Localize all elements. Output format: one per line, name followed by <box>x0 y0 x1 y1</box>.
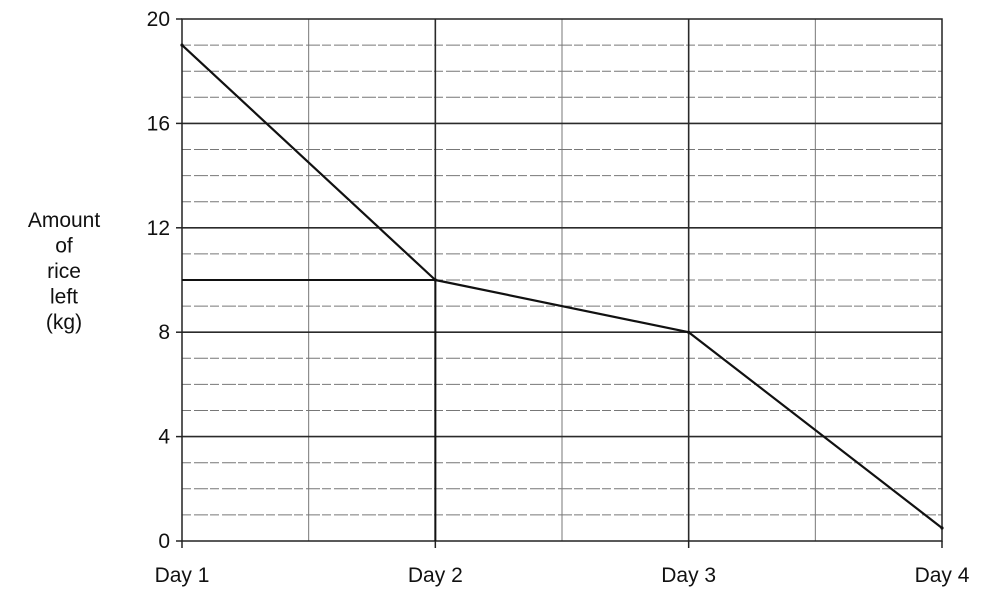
x-axis-ticks: Day 1 Day 2 Day 3 Day 4 <box>155 541 970 587</box>
data-point <box>434 278 437 281</box>
y-axis-label-line: left <box>50 286 78 309</box>
y-tick-label: 0 <box>158 530 170 553</box>
y-tick-label: 8 <box>158 321 170 344</box>
y-tick-label: 4 <box>158 426 170 449</box>
x-tick-label: Day 3 <box>661 564 716 587</box>
data-point <box>687 331 690 334</box>
y-axis-label-line: Amount <box>28 209 101 232</box>
y-axis-label-line: (kg) <box>46 311 82 334</box>
y-tick-label: 16 <box>147 112 170 135</box>
x-tick-label: Day 1 <box>155 564 210 587</box>
y-tick-label: 12 <box>147 217 170 240</box>
x-tick-label: Day 4 <box>915 564 970 587</box>
data-point <box>940 526 943 529</box>
y-axis-ticks: 0 4 8 12 16 20 <box>147 8 182 553</box>
y-axis-label-line: of <box>55 235 73 258</box>
data-point <box>180 44 183 47</box>
y-axis-label-line: rice <box>47 260 81 283</box>
y-tick-label: 20 <box>147 8 170 31</box>
x-tick-label: Day 2 <box>408 564 463 587</box>
